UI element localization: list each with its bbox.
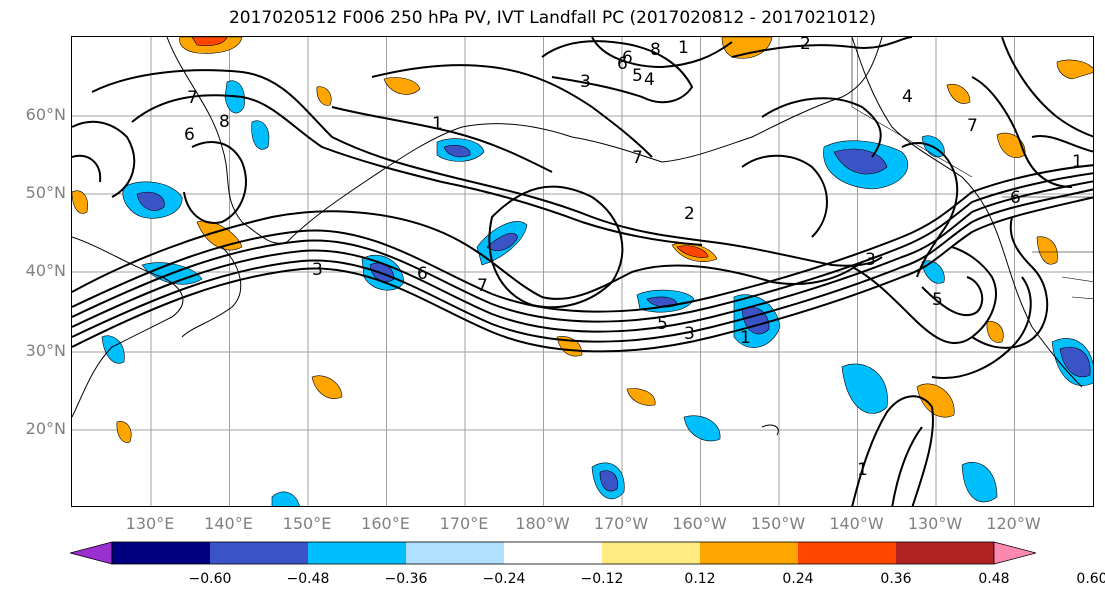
- pos-anomaly-patch: [1036, 236, 1058, 265]
- contour-label: 4: [902, 87, 913, 107]
- neg-anomaly-patch: [841, 363, 888, 414]
- neg-anomaly-patch: [683, 415, 721, 442]
- colorbar-segment: [602, 542, 700, 564]
- neg-anomaly-patch: [443, 145, 471, 158]
- latitude-label: 40°N: [25, 261, 66, 280]
- longitude-label: 150°E: [282, 514, 332, 533]
- colorbar-min-extend: [70, 541, 113, 565]
- contour-label: 5: [632, 66, 643, 86]
- neg-anomaly-patch: [921, 260, 945, 284]
- pos-anomaly-patch: [916, 383, 955, 418]
- longitude-label: 140°W: [829, 514, 884, 533]
- contour-label: 3: [312, 260, 323, 280]
- colorbar-tick-label: −0.60: [188, 571, 232, 587]
- pos-anomaly-patch: [986, 321, 1004, 343]
- colorbar-segment: [406, 542, 504, 564]
- pos-anomaly-patch: [626, 388, 656, 406]
- colorbar-segment: [308, 542, 406, 564]
- longitude-label: 160°E: [361, 514, 410, 533]
- longitude-label: 130°W: [907, 514, 963, 533]
- neg-anomaly-patch: [961, 462, 998, 503]
- colorbar-segment: [700, 542, 798, 564]
- pos-anomaly-patch: [116, 421, 132, 443]
- colorbar-tick-label: −0.48: [286, 571, 330, 587]
- pos-anomaly-patch: [311, 375, 343, 399]
- contour-label: 1: [740, 328, 751, 348]
- colorbar-segment: [210, 542, 308, 564]
- longitude-label: 150°W: [750, 514, 806, 533]
- colorbar-tick-label: −0.24: [482, 571, 526, 587]
- colorbar-tick-label: 0.36: [880, 571, 912, 587]
- latitude-label: 30°N: [25, 341, 66, 360]
- contour-label: 4: [644, 70, 655, 90]
- contour-label: 6: [617, 54, 628, 74]
- pos-anomaly-patch: [191, 37, 228, 47]
- contour-label: 8: [219, 112, 230, 132]
- latitude-label: 20°N: [25, 419, 66, 438]
- pv-anomaly-shading: [72, 37, 1093, 506]
- longitude-label: 180°W: [515, 514, 570, 533]
- contour-label: 3: [580, 72, 591, 92]
- contour-label: 1: [857, 460, 868, 480]
- latitude-label: 50°N: [25, 183, 66, 202]
- longitude-label: 160°W: [672, 514, 727, 533]
- longitude-label: 170°W: [593, 514, 649, 533]
- neg-anomaly-patch: [136, 191, 165, 211]
- contour-label: 1: [678, 38, 689, 58]
- contour-label: 2: [684, 204, 695, 224]
- pv-contours: [72, 37, 1093, 506]
- colorbar-tick-label: 0.60: [1076, 571, 1105, 587]
- contour-label: 7: [967, 116, 978, 136]
- pos-anomaly-patch: [676, 245, 709, 258]
- contour-label: 2: [800, 37, 811, 54]
- pos-anomaly-patch: [72, 190, 88, 214]
- contour-label: 6: [417, 264, 428, 284]
- neg-anomaly-patch: [101, 335, 125, 364]
- neg-anomaly-patch: [1059, 346, 1091, 378]
- contour-label: 3: [684, 324, 695, 344]
- colorbar-tick-label: −0.12: [580, 571, 624, 587]
- pos-anomaly-patch: [946, 84, 971, 104]
- longitude-label: 140°E: [204, 514, 253, 533]
- contour-label: 5: [657, 314, 668, 334]
- pos-anomaly-patch: [721, 37, 773, 59]
- neg-anomaly-patch: [599, 470, 618, 492]
- colorbar-tick-label: 0.48: [978, 571, 1010, 587]
- contour-label: 3: [865, 250, 876, 270]
- colorbar-segment: [112, 542, 210, 564]
- colorbar-tick-label: 0.12: [684, 571, 716, 587]
- colorbar-tick-label: −0.36: [384, 571, 428, 587]
- contour-label: 1: [432, 114, 443, 134]
- contour-label: 7: [632, 148, 643, 168]
- colorbar-segment: [798, 542, 896, 564]
- neg-anomaly-patch: [251, 120, 270, 150]
- contour-label: 1: [1072, 152, 1083, 172]
- longitude-label: 130°E: [125, 514, 175, 533]
- longitude-label: 120°W: [986, 514, 1041, 533]
- latitude-label: 60°N: [25, 105, 66, 124]
- colorbar-segment: [896, 542, 994, 564]
- chart-title: 2017020512 F006 250 hPa PV, IVT Landfall…: [228, 8, 876, 28]
- contour-label: 8: [650, 40, 661, 60]
- pos-anomaly-patch: [1056, 59, 1093, 80]
- contour-label: 5: [932, 290, 943, 310]
- neg-anomaly-patch: [271, 491, 300, 506]
- colorbar: [70, 541, 1036, 565]
- contour-label: 7: [477, 276, 488, 296]
- contour-label: 6: [1010, 188, 1021, 208]
- colorbar-tick-label: 0.24: [782, 571, 814, 587]
- contour-label: 6: [622, 48, 633, 68]
- pos-anomaly-patch: [383, 77, 421, 95]
- contour-label: 6: [184, 125, 195, 145]
- pos-anomaly-patch: [316, 86, 332, 106]
- colorbar-max-extend: [993, 541, 1036, 565]
- colorbar-segment: [504, 542, 602, 564]
- longitude-label: 170°E: [439, 514, 489, 533]
- contour-label: 7: [187, 88, 198, 108]
- neg-anomaly-patch: [486, 233, 519, 251]
